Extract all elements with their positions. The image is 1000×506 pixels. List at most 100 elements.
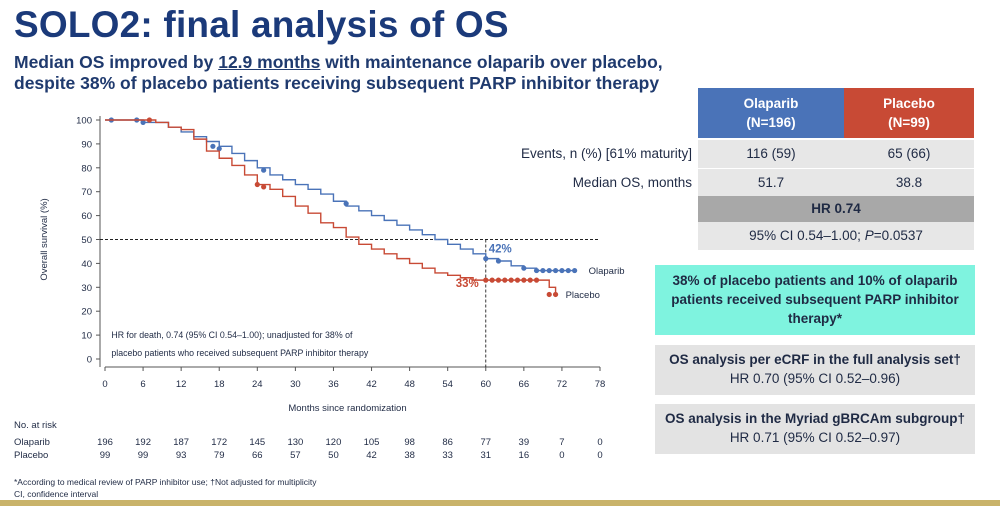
ecrf-title: OS analysis per eCRF in the full analysi… [669,352,961,367]
risk-value: 99 [99,450,111,461]
olaparib-censor-mark [495,258,502,264]
y-tick-label: 70 [81,187,92,198]
y-tick-label: 30 [81,283,92,294]
placebo-censor-mark [495,277,502,283]
ecrf-value: HR 0.70 (95% CI 0.52–0.96) [729,371,901,386]
y-axis-title: Overall survival (%) [39,198,50,280]
x-tick-label: 42 [366,379,377,390]
risk-value: 98 [404,437,415,448]
y-tick-label: 0 [87,355,92,366]
y-tick-label: 90 [81,139,92,150]
x-tick-label: 24 [252,379,263,390]
ci-post: =0.0537 [873,228,923,243]
x-tick-label: 48 [404,379,415,390]
olaparib-censor-mark [552,267,559,274]
olaparib-censor-mark [343,201,349,207]
risk-value: 33 [442,450,453,461]
ci-p: P [864,228,874,243]
footnote: *According to medical review of PARP inh… [14,476,317,500]
subtitle-pre: Median OS improved by [14,52,219,72]
risk-value: 38 [404,450,415,461]
subsequent-therapy-box: 38% of placebo patients and 10% of olapa… [655,265,975,335]
x-tick-label: 54 [442,379,453,390]
x-tick-label: 30 [290,379,301,390]
risk-value: 57 [290,450,301,461]
page-title: SOLO2: final analysis of OS [14,4,509,45]
placebo-censor-mark [533,277,540,283]
risk-value: 77 [480,437,492,448]
risk-value: 172 [211,437,228,448]
placebo-censor-mark [146,117,153,123]
km-chart: 0 10 20 30 40 50 60 70 80 90 100 0 6 12 18 24 30 36 42 48 54… [39,116,625,415]
footnote-line1: *According to medical review of PARP inh… [14,477,317,487]
placebo-censor-mark [527,277,533,283]
risk-value: 192 [135,437,151,448]
olaparib-censor-mark [565,267,571,274]
placebo-censor-mark [514,277,521,283]
placebo-censor-mark [483,277,489,283]
table-row-label: Events, n (%) [61% maturity] [520,146,692,161]
placebo-censor-mark [489,277,495,283]
risk-value: 79 [213,450,225,461]
table-cell-olaparib: 116 (59) [698,140,844,168]
x-tick-label: 12 [176,379,187,390]
y-tick-label: 60 [81,211,92,222]
olaparib-censor-mark [521,265,527,271]
olaparib-landmark-label: 42% [489,244,512,256]
olaparib-censor-mark [559,267,565,274]
myriad-analysis-box: OS analysis in the Myriad gBRCAm subgrou… [655,404,975,454]
y-tick-label: 100 [76,116,92,127]
ecrf-analysis-box: OS analysis per eCRF in the full analysi… [655,345,975,395]
y-tick-label: 10 [81,331,92,342]
table-row-events: Events, n (%) [61% maturity] 116 (59) 65… [460,140,974,168]
table-corner [460,88,698,138]
placebo-header-name: Placebo [883,96,935,111]
risk-value: 31 [480,450,492,461]
x-axis-title: Months since randomization [288,403,406,414]
placebo-censor-mark [508,277,514,283]
x-tick-label: 6 [140,379,145,390]
olaparib-censor-mark [533,267,540,274]
footnote-line2: CI, confidence interval [14,489,99,499]
ci-pre: 95% CI 0.54–1.00; [749,228,865,243]
placebo-landmark-label: 33% [456,278,479,290]
subtitle-post: with maintenance olaparib over placebo, [320,52,663,72]
risk-value: 0 [597,450,603,461]
x-tick-label: 36 [328,379,339,390]
table-cell-olaparib: 51.7 [698,169,844,197]
myriad-value: HR 0.71 (95% CI 0.52–0.97) [729,430,901,445]
risk-value: 99 [137,450,149,461]
olaparib-header-name: Olaparib [743,96,799,111]
risk-row-placebo: Placebo 99 99 93 79 66 57 50 42 38 33 31 16 0 0 [0,450,620,462]
risk-value: 93 [175,450,187,461]
subtitle-highlight: 12.9 months [218,52,321,72]
table-cell-placebo: 65 (66) [844,140,974,168]
risk-value: 145 [249,437,266,448]
risk-value: 0 [597,437,603,448]
table-row-label: Median OS, months [572,175,692,190]
x-tick-label: 72 [557,379,568,390]
placebo-censor-mark [546,291,552,298]
placebo-header: Placebo (N=99) [844,88,974,138]
risk-value: 42 [366,450,377,461]
y-tick-label: 80 [81,163,92,174]
risk-value: 50 [328,450,339,461]
x-tick-label: 66 [519,379,530,390]
y-tick-label: 50 [81,235,92,246]
x-tick-label: 78 [595,379,606,390]
placebo-censor-mark [502,277,508,283]
olaparib-censor-mark [140,119,146,125]
hr-note-line1: HR for death, 0.74 (95% CI 0.54–1.00); u… [111,330,353,340]
risk-value: 86 [442,437,453,448]
olaparib-censor-mark [261,167,267,173]
hazard-ratio: HR 0.74 [698,196,974,222]
bottom-accent-bar [0,500,1000,506]
olaparib-end-label: Olaparib [589,266,625,277]
risk-value: 66 [252,450,263,461]
x-tick-label: 18 [214,379,225,390]
olaparib-censor-mark [540,267,546,274]
y-tick-label: 20 [81,307,92,318]
table-cell-placebo: 38.8 [844,169,974,197]
olaparib-censor-mark [210,143,216,149]
olaparib-censor-mark [572,267,578,274]
